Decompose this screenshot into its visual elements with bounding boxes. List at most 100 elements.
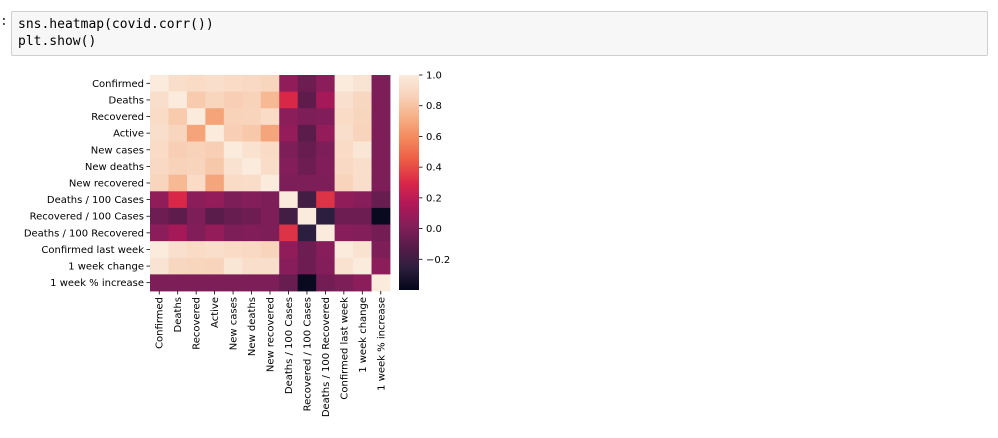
- code-cell-input[interactable]: sns.heatmap(covid.corr()) plt.show(): [11, 11, 988, 56]
- x-tick-label: Confirmed last week: [339, 297, 350, 400]
- x-tick-label: Active: [210, 297, 221, 328]
- heatmap-cell: [371, 274, 391, 292]
- heatmap-cell: [242, 91, 262, 109]
- heatmap-cell: [316, 174, 336, 192]
- heatmap-cell: [186, 141, 206, 159]
- heatmap-cell: [371, 141, 391, 159]
- heatmap-cell: [297, 158, 317, 176]
- heatmap-cell: [223, 191, 243, 209]
- heatmap-cell: [168, 124, 188, 142]
- heatmap-cell: [242, 241, 262, 259]
- heatmap-cell: [279, 224, 299, 242]
- x-tick-label: Deaths / 100 Recovered: [321, 297, 332, 417]
- y-tick-label: Active: [113, 129, 144, 140]
- heatmap-cell: [334, 207, 354, 225]
- code-line: sns.heatmap(covid.corr()): [18, 17, 214, 32]
- heatmap-cell: [297, 91, 317, 109]
- heatmap-cell: [186, 274, 206, 292]
- heatmap-cell: [242, 141, 262, 159]
- heatmap-cell: [371, 91, 391, 109]
- colorbar: [399, 75, 419, 290]
- heatmap-cell: [334, 124, 354, 142]
- x-tick-label: New cases: [229, 297, 240, 350]
- heatmap-cell: [186, 174, 206, 192]
- heatmap-cell: [168, 207, 188, 225]
- heatmap-cell: [186, 191, 206, 209]
- heatmap-cell: [353, 191, 372, 209]
- heatmap-cell: [223, 241, 243, 259]
- heatmap-cell: [371, 257, 391, 275]
- heatmap-cell: [371, 224, 391, 242]
- heatmap-cell: [316, 141, 336, 159]
- heatmap-cell: [279, 274, 299, 292]
- y-tick-label: New deaths: [85, 162, 144, 173]
- heatmap-cell: [205, 224, 225, 242]
- heatmap-cell: [260, 274, 280, 292]
- heatmap-cell: [334, 224, 354, 242]
- x-tick-label: New deaths: [247, 297, 258, 356]
- heatmap-cell: [168, 257, 188, 275]
- heatmap-cell: [353, 124, 372, 142]
- heatmap-cell: [223, 274, 243, 292]
- heatmap-cell: [334, 141, 354, 159]
- heatmap-cell: [371, 174, 391, 192]
- heatmap-cell: [279, 191, 299, 209]
- x-tick-label: Recovered: [192, 297, 203, 350]
- heatmap-cell: [334, 91, 354, 109]
- heatmap-cell: [168, 174, 188, 192]
- colorbar-tick-label: 0.2: [426, 193, 442, 204]
- heatmap-cell: [205, 274, 225, 292]
- heatmap-cell: [297, 274, 317, 292]
- x-tick-label: New recovered: [266, 297, 277, 372]
- heatmap-cell: [186, 91, 206, 109]
- heatmap-cell: [242, 191, 262, 209]
- heatmap-cell: [150, 158, 169, 176]
- colorbar-tick-label: 0.8: [426, 101, 442, 112]
- heatmap-cell: [260, 191, 280, 209]
- heatmap-cell: [297, 241, 317, 259]
- heatmap-cell: [242, 158, 262, 176]
- heatmap-cell: [334, 75, 354, 93]
- y-tick-label: Deaths / 100 Cases: [47, 195, 144, 206]
- heatmap-cell: [353, 91, 372, 109]
- heatmap-cell: [353, 174, 372, 192]
- heatmap-cell: [353, 141, 372, 159]
- heatmap-cell: [223, 207, 243, 225]
- heatmap-cell: [150, 91, 169, 109]
- heatmap-cell: [353, 108, 372, 126]
- cell-prompt: :: [0, 14, 8, 29]
- heatmap-cell: [150, 124, 169, 142]
- heatmap-cell: [168, 274, 188, 292]
- heatmap-cell: [242, 207, 262, 225]
- heatmap-cell: [353, 224, 372, 242]
- heatmap-cell: [150, 75, 169, 93]
- x-tick-label: 1 week % increase: [376, 297, 387, 391]
- heatmap-cell: [168, 241, 188, 259]
- heatmap-cell: [186, 241, 206, 259]
- y-tick-label: New cases: [91, 145, 144, 156]
- heatmap-cell: [279, 174, 299, 192]
- heatmap-cell: [242, 224, 262, 242]
- heatmap-cell: [186, 75, 206, 93]
- heatmap-cells: [150, 75, 391, 292]
- heatmap-cell: [334, 191, 354, 209]
- heatmap-cell: [316, 241, 336, 259]
- heatmap-cell: [168, 108, 188, 126]
- heatmap-cell: [279, 207, 299, 225]
- heatmap-cell: [297, 174, 317, 192]
- heatmap-cell: [223, 224, 243, 242]
- heatmap-cell: [371, 108, 391, 126]
- heatmap-cell: [150, 191, 169, 209]
- heatmap-cell: [168, 158, 188, 176]
- y-tick-label: Deaths / 100 Recovered: [24, 228, 144, 239]
- colorbar-tick-label: −0.2: [426, 255, 450, 266]
- heatmap-cell: [279, 124, 299, 142]
- heatmap-cell: [223, 257, 243, 275]
- code-line: plt.show(): [18, 34, 97, 49]
- heatmap-cell: [316, 257, 336, 275]
- heatmap-cell: [334, 274, 354, 292]
- heatmap-cell: [168, 91, 188, 109]
- heatmap-cell: [205, 257, 225, 275]
- heatmap-cell: [223, 108, 243, 126]
